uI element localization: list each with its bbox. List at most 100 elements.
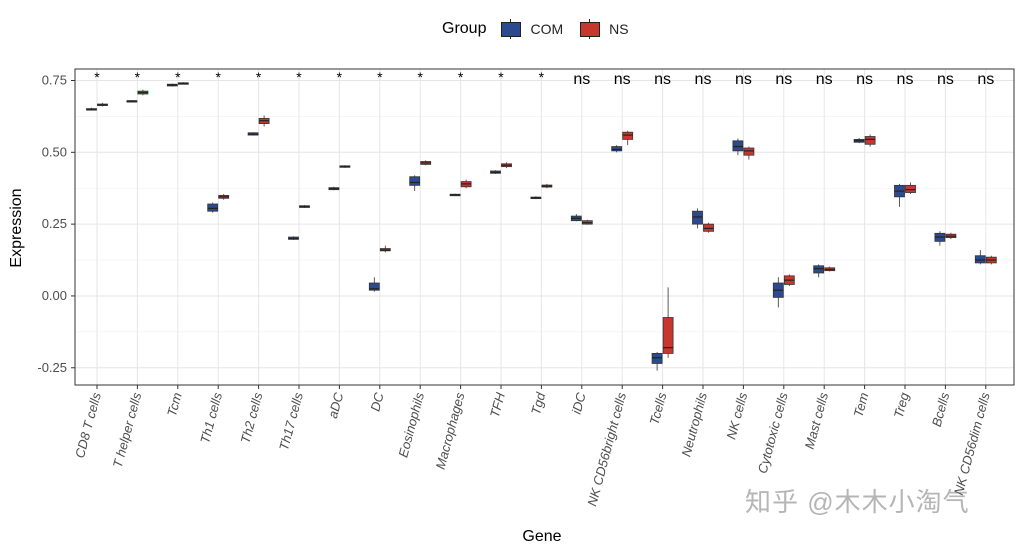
box-ns [137,89,149,96]
x-tick-label: Treg [891,390,912,420]
box-ns [945,232,957,240]
significance-label: ns [775,71,792,88]
significance-label: * [539,69,545,85]
box-com [732,138,744,156]
x-tick-label: Macrophages [433,390,468,470]
box-body [813,265,825,274]
box-body [864,136,876,145]
box-com [570,214,582,222]
box-body [905,184,916,193]
box-body [368,282,380,291]
x-tick-label: NK cells [723,390,750,440]
legend-key-com [500,19,522,39]
x-tick-label: T helper cells [110,390,145,469]
box-com [86,107,97,111]
x-tick-label: Tcm [164,391,185,418]
box-body [732,140,744,152]
significance-label: * [498,69,504,85]
x-tick-label: Th1 cells [197,390,225,445]
significance-label: ns [573,71,590,88]
y-tick-label: 0.25 [42,216,67,231]
box-ns [703,222,714,233]
significance-label: * [458,69,464,85]
box-ns [864,134,876,147]
box-body [409,176,421,186]
box-body [743,147,755,156]
x-tick-label: CD8 T cells [72,390,104,459]
box-ns [460,179,472,189]
box-com [247,132,259,136]
box-ns [258,115,270,127]
x-tick-label: aDC [325,390,346,420]
box-body [611,146,623,152]
y-tick-label: 0.00 [42,288,67,303]
significance-label: ns [816,71,833,88]
box-com [207,202,219,213]
box-com [409,175,421,192]
x-tick-label: Tcells [647,390,670,426]
x-tick-label: Eosinophils [395,390,427,459]
box-com [934,231,946,246]
x-tick-label: Tem [851,391,872,419]
significance-label: * [337,69,343,85]
x-tick-label: Th2 cells [238,390,266,445]
box-ns [743,146,755,160]
box-ns [218,193,230,200]
x-tick-label: Cytotoxic cells [755,390,791,475]
significance-label: * [256,69,262,85]
box-body [651,352,663,364]
significance-label: * [175,69,181,85]
x-tick-label: DC [367,390,387,413]
box-ns [824,266,836,272]
box-body [622,131,634,140]
box-com [288,236,299,240]
box-marks [86,82,997,371]
legend: Group COM NS [442,16,637,42]
significance-label: ns [977,71,994,88]
box-com [853,137,865,144]
box-com [611,145,623,153]
x-tick-label: iDC [569,390,589,415]
x-tick-label: NK CD56dim cells [951,390,993,496]
box-ns [622,130,634,146]
significance-label: * [94,69,100,85]
x-tick-label: Bcells [929,390,953,428]
y-tick-label: -0.25 [37,360,67,375]
significance-label: ns [897,71,914,88]
x-tick-label: Th17 cells [276,390,306,452]
box-ns [339,165,351,168]
box-ns [379,245,391,253]
significance-labels: * * * * * * * * * * * * ns ns ns ns ns ns ns ns ns ns ns [94,69,994,88]
x-tick-label: Mast cells [802,390,832,450]
significance-label: ns [856,71,873,88]
x-tick-label: TFH [487,390,508,419]
box-com [490,170,501,174]
legend-item-ns: NS [579,19,629,39]
y-axis: -0.25 0.00 0.25 0.50 0.75 [37,72,75,375]
significance-label: * [417,69,423,85]
box-com [328,186,340,191]
y-axis-title: Expression [8,188,25,267]
plot-panel-border [74,68,1015,386]
grid-lines [75,69,1014,385]
box-body [692,210,703,225]
x-tick-label: Tgd [528,390,548,416]
box-com [651,351,663,371]
box-ns [662,287,674,358]
y-tick-label: 0.75 [42,72,67,87]
box-ns [985,255,997,265]
box-com [894,183,905,207]
legend-title: Group [442,20,487,37]
significance-label: ns [695,71,712,88]
box-com [692,208,703,229]
box-com [530,196,542,200]
box-ns [581,219,593,225]
box-ns [783,274,795,286]
significance-label: * [296,69,302,85]
box-com [368,277,380,292]
box-com [974,249,986,265]
y-tick-label: 0.50 [42,144,67,159]
significance-label: * [135,69,141,85]
box-ns [541,183,553,189]
